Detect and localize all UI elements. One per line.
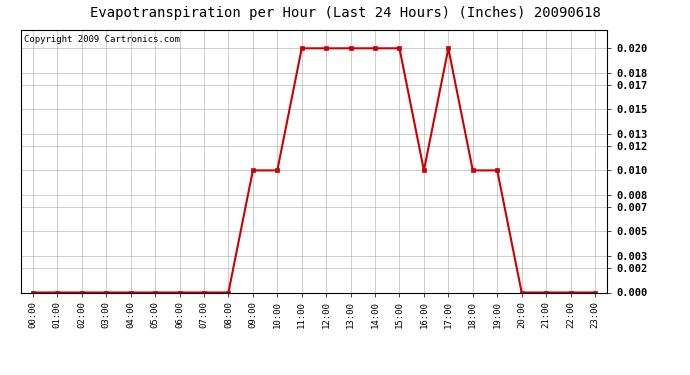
Text: Copyright 2009 Cartronics.com: Copyright 2009 Cartronics.com [23,35,179,44]
Text: Evapotranspiration per Hour (Last 24 Hours) (Inches) 20090618: Evapotranspiration per Hour (Last 24 Hou… [90,6,600,20]
